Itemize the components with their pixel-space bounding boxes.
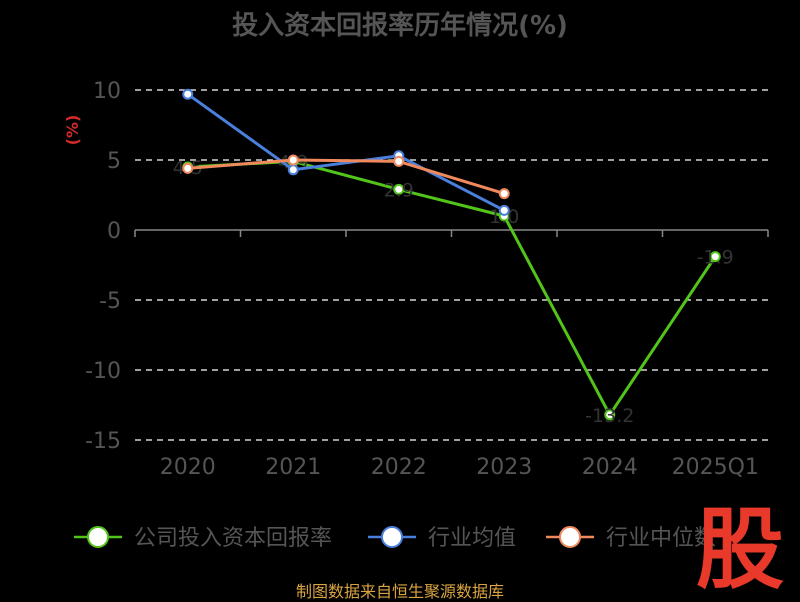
x-tick-label: 2024 xyxy=(582,455,638,480)
data-point xyxy=(287,164,299,176)
legend-label: 行业均值 xyxy=(428,526,516,551)
x-tick-label: 2022 xyxy=(371,455,427,480)
grid xyxy=(135,89,768,441)
x-tick-label: 2021 xyxy=(265,455,321,480)
series-line xyxy=(187,158,505,196)
x-tick-label: 2023 xyxy=(476,455,532,480)
chart-title: 投入资本回报率历年情况(%) xyxy=(232,10,568,41)
data-label: 2.9 xyxy=(384,179,414,201)
series-line xyxy=(186,92,505,212)
y-tick-label: -15 xyxy=(85,429,121,454)
y-tick-label: 0 xyxy=(107,219,121,244)
watermark-text: 股 xyxy=(696,498,784,596)
data-point xyxy=(393,155,405,167)
axes: 10 5 0 -5 -10 -15 2020 2021 2022 2023 2024 2025Q1 (%… xyxy=(63,79,769,480)
legend-marker xyxy=(87,526,109,548)
data-point xyxy=(498,204,510,216)
legend-marker xyxy=(559,526,581,548)
y-tick-label: -5 xyxy=(99,289,121,314)
source-note: 制图数据来自恒生聚源数据库 xyxy=(295,582,504,601)
data-point xyxy=(182,162,194,174)
y-axis-label: (%) xyxy=(63,115,82,146)
x-tick-label: 2025Q1 xyxy=(672,455,759,480)
data-label: -1.9 xyxy=(697,247,734,269)
legend-label: 行业中位数 xyxy=(606,526,716,551)
y-tick-label: -10 xyxy=(85,359,121,384)
data-label: 1.0 xyxy=(489,206,519,228)
data-point xyxy=(393,183,405,195)
y-tick-label: 10 xyxy=(93,79,121,104)
y-tick-label: 5 xyxy=(107,149,121,174)
x-tick-label: 2020 xyxy=(160,455,216,480)
data-label: -13.2 xyxy=(585,405,634,427)
legend: 公司投入资本回报率 行业均值 行业中位数 xyxy=(74,526,716,551)
watermark-logo: 股 xyxy=(696,498,784,596)
legend-marker xyxy=(381,526,403,548)
series-line xyxy=(187,159,717,417)
series-group: 4.54.92.91.0-13.2-1.9 xyxy=(173,88,734,427)
data-point xyxy=(287,154,299,166)
legend-label: 公司投入资本回报率 xyxy=(134,526,332,551)
data-point xyxy=(498,188,510,200)
data-point xyxy=(709,251,721,263)
data-point xyxy=(182,88,194,100)
data-point xyxy=(604,409,616,421)
